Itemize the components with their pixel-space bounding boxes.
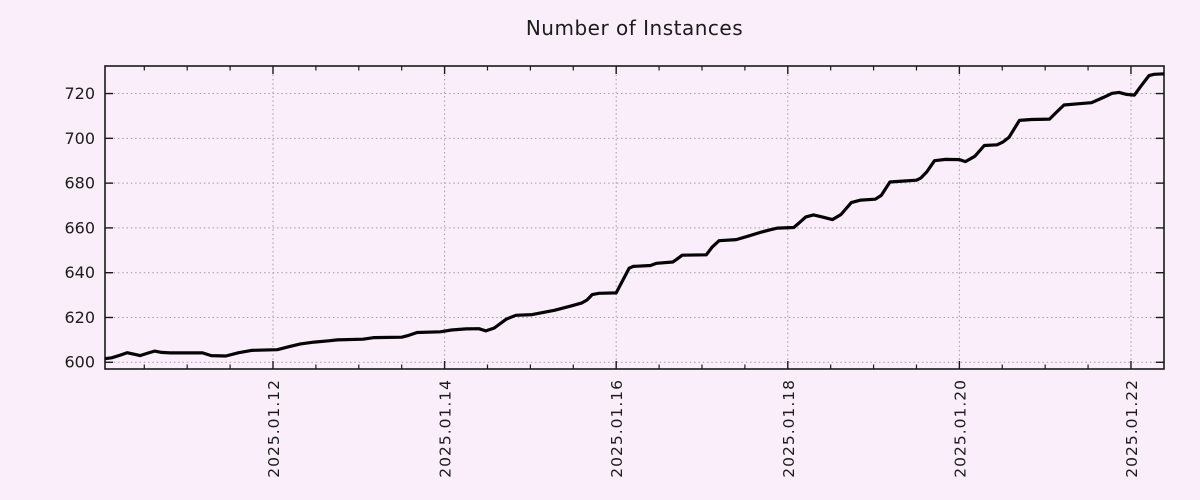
- x-tick-label: 2025.01.20: [951, 379, 969, 478]
- y-tick-label: 620: [64, 308, 95, 327]
- x-tick-label: 2025.01.16: [608, 379, 626, 478]
- x-tick-label: 2025.01.18: [780, 379, 798, 478]
- chart-title: Number of Instances: [525, 16, 744, 40]
- x-tick-label: 2025.01.14: [437, 379, 455, 478]
- x-tick-label: 2025.01.22: [1123, 379, 1141, 478]
- x-tick-label: 2025.01.12: [265, 379, 283, 478]
- y-tick-label: 640: [64, 263, 95, 282]
- y-tick-label: 720: [64, 84, 95, 103]
- y-tick-label: 660: [64, 218, 95, 237]
- plot-border: [104, 65, 1165, 370]
- y-tick-label: 600: [64, 353, 95, 372]
- y-tick-label: 700: [64, 129, 95, 148]
- y-tick-label: 680: [64, 174, 95, 193]
- data-line: [104, 72, 1165, 361]
